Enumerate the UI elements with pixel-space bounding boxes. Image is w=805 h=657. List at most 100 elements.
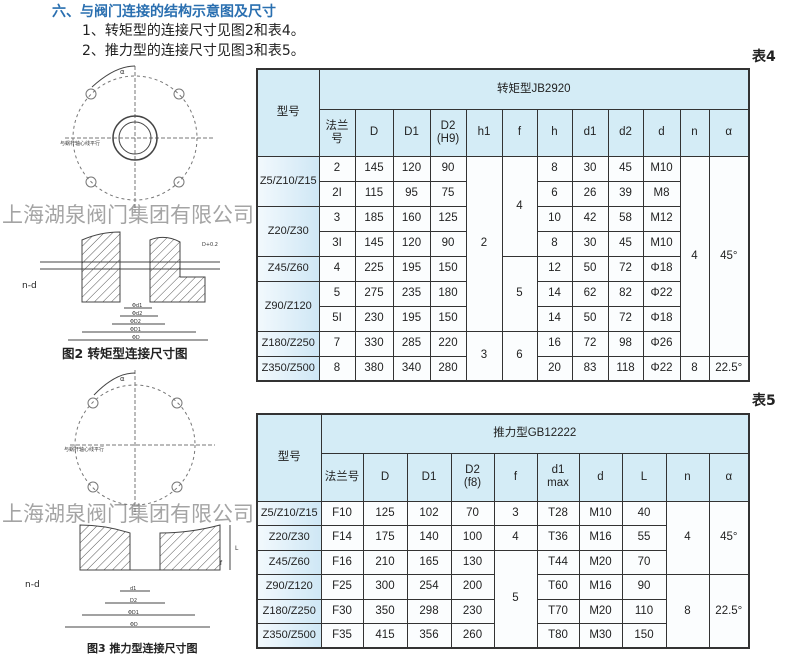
table-cell: 70	[621, 549, 667, 575]
table-cell: 8	[536, 155, 573, 182]
table-cell: 83	[571, 355, 609, 382]
fig3-D2: D2	[130, 598, 137, 604]
table-cell: M8	[642, 180, 681, 207]
table-cell: 98	[607, 330, 644, 357]
table-cell: 72	[571, 330, 609, 357]
column-header: h	[536, 108, 573, 157]
table-cell: 5	[318, 280, 356, 307]
model-cell: Z5/Z10/Z15	[256, 155, 320, 207]
model-cell: Z45/Z60	[256, 255, 320, 282]
table-cell: 110	[621, 598, 667, 624]
table-cell: 12	[536, 255, 573, 282]
model-cell: Z5/Z10/Z15	[256, 500, 322, 526]
column-header: d2	[607, 108, 644, 157]
table-cell: 30	[571, 155, 609, 182]
fig2-D2: ΦD2	[130, 319, 141, 325]
table-cell: 16	[536, 330, 573, 357]
column-header: d	[642, 108, 681, 157]
table-cell: 210	[362, 549, 408, 575]
table-cell: 45°	[708, 500, 750, 575]
table-cell: F14	[320, 525, 364, 551]
table-row: Z90/Z120 F25 300 254 200 T60 M16 90 8 22.5°	[256, 574, 750, 649]
table-cell: T44	[536, 549, 580, 575]
table-row: Z45/Z60 4 225 195 150 5 12 50 72 Φ18	[256, 255, 749, 332]
fig2-alpha: α	[120, 68, 125, 76]
table-cell: 3	[465, 330, 503, 382]
table-cell: 39	[607, 180, 644, 207]
table-cell: F16	[320, 549, 364, 575]
watermark: 上海湖泉阀门集团有限公司	[2, 203, 254, 227]
table-cell: 8	[665, 574, 710, 649]
fig2-d2: Φd2	[132, 311, 142, 317]
group-header: 转矩型JB2920	[318, 68, 750, 110]
column-header: n	[679, 108, 710, 157]
table-cell: 40	[621, 500, 667, 526]
intro-line-1: 1、转矩型的连接尺寸见图2和表4。	[82, 23, 305, 39]
table-cell: F35	[320, 623, 364, 649]
table-cell: 4	[501, 155, 538, 257]
table-cell: 285	[392, 330, 431, 357]
table-cell: 5I	[318, 305, 356, 332]
table-cell: 298	[406, 598, 452, 624]
table-cell: 7	[318, 330, 356, 357]
table-cell: 4	[679, 155, 710, 357]
table-row: Z180/Z250 7 330 285 220 3 6 16 72 98 Φ26	[256, 330, 749, 382]
table-cell: 6	[501, 330, 538, 382]
fig2-nd: n-d	[22, 281, 37, 291]
table-cell: 14	[536, 305, 573, 332]
table-cell: 3	[493, 500, 538, 526]
model-cell: Z350/Z500	[256, 355, 320, 382]
table-cell: 125	[429, 205, 467, 232]
table-cell: 4	[493, 525, 538, 551]
table-cell: 22.5°	[708, 355, 750, 382]
fig2-D1: ΦD1	[130, 327, 141, 333]
fig3-note: 与蜗杆轴心线平行	[64, 446, 104, 453]
table-row: Z350/Z500 8 380 340 280 20 83 118 Φ22 8 22.5°	[256, 355, 750, 382]
column-header: D1	[392, 108, 431, 157]
table4: 型号 转矩型JB2920 法兰 号 D D1 D2 (H9) h1 f h d1 d2 d n α Z5/Z…	[256, 68, 751, 382]
table-cell: T28	[536, 500, 580, 526]
fig3-alpha: α	[120, 375, 125, 383]
model-cell: Z350/Z500	[256, 623, 322, 649]
table-cell: 230	[354, 305, 394, 332]
figure2-drawing: α 与蜗杆轴心线平行 n-d ΦD ΦD1 ΦD2 Φd2 Φd1 D+0.2	[22, 65, 220, 341]
model-cell: Z180/Z250	[256, 598, 322, 624]
column-header: f	[493, 452, 538, 502]
table-cell: 145	[354, 155, 394, 182]
table-cell: 90	[621, 574, 667, 600]
table-cell: 82	[607, 280, 644, 307]
table-cell: F25	[320, 574, 364, 600]
table-cell: 90	[429, 155, 467, 182]
table-cell: 8	[536, 230, 573, 257]
model-header: 型号	[256, 413, 322, 502]
table-cell: 230	[450, 598, 495, 624]
table-cell: 4	[318, 255, 356, 282]
table-cell: 150	[621, 623, 667, 649]
table-cell: 8	[679, 355, 710, 382]
column-header: D	[362, 452, 408, 502]
table-cell: 180	[429, 280, 467, 307]
table-cell: 72	[607, 255, 644, 282]
table-cell: 280	[429, 355, 467, 382]
table-cell: Φ22	[642, 280, 681, 307]
table-row: Z180/Z250 F30 350 298 230 T70 M20 110	[256, 598, 749, 624]
table-cell: 2	[465, 155, 503, 332]
table-row: Z350/Z500 F35 415 356 260 T80 M30 150	[256, 623, 749, 649]
table-cell: 20	[536, 355, 573, 382]
table-cell: 125	[362, 500, 408, 526]
table-cell: 45°	[708, 155, 750, 357]
column-header: L	[621, 452, 667, 502]
table-cell: 150	[429, 255, 467, 282]
table-cell: 260	[450, 623, 495, 649]
model-cell: Z180/Z250	[256, 330, 320, 357]
table-cell: 220	[429, 330, 467, 357]
table-cell: T60	[536, 574, 580, 600]
table-cell: 350	[362, 598, 408, 624]
table-cell: 150	[429, 305, 467, 332]
table-cell: M30	[578, 623, 623, 649]
table-cell: 235	[392, 280, 431, 307]
table-cell: 30	[571, 230, 609, 257]
table-cell: 102	[406, 500, 452, 526]
fig3-f: f	[220, 560, 223, 567]
table-cell: 75	[429, 180, 467, 207]
